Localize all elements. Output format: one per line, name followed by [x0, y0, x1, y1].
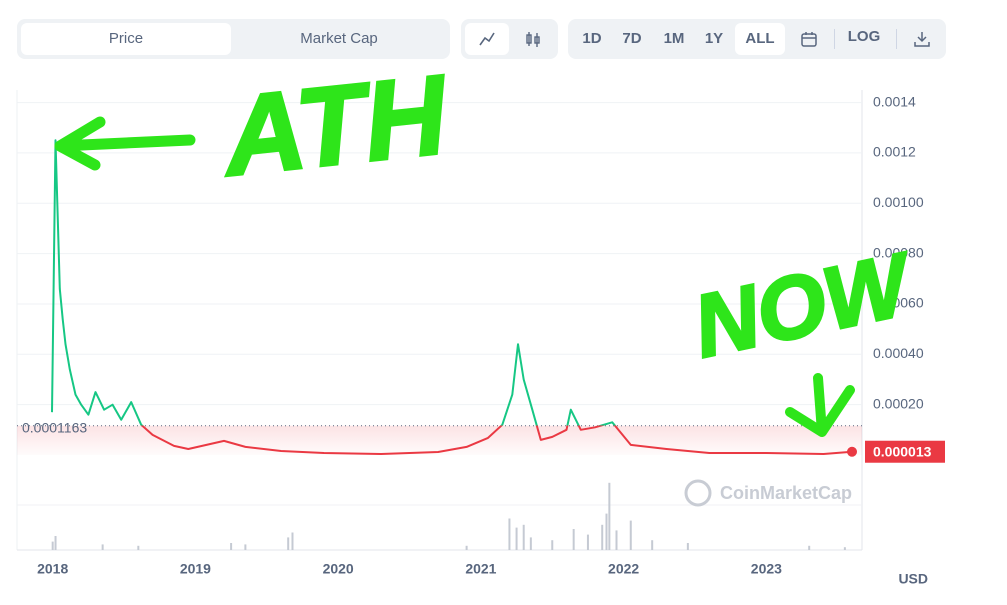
y-tick-label: 0.0014 — [873, 93, 916, 109]
y-tick-label: 0.0012 — [873, 144, 916, 160]
volume-bar — [615, 530, 618, 550]
volume-bar — [605, 513, 608, 550]
tab-group: Price Market Cap — [17, 19, 450, 59]
watermark: CoinMarketCap — [684, 479, 852, 507]
currency-label: USD — [898, 571, 928, 587]
current-price-label: 0.000013 — [873, 443, 932, 459]
volume-bar — [601, 524, 604, 550]
volume-bar — [843, 547, 846, 550]
volume-bar — [522, 524, 525, 550]
volume-bar — [515, 527, 518, 550]
calendar-icon — [801, 32, 817, 47]
volume-bar — [51, 541, 54, 550]
tab-market-cap[interactable]: Market Cap — [300, 30, 378, 47]
log-button[interactable]: LOG — [847, 28, 881, 45]
y-tick-label: 0.00040 — [873, 345, 924, 361]
volume-bar — [230, 543, 233, 550]
y-tick-label: 0.00060 — [873, 295, 924, 311]
below-baseline-fill — [17, 425, 862, 455]
x-tick-label: 2018 — [37, 561, 68, 577]
volume-bar — [686, 543, 689, 550]
x-tick-label: 2019 — [180, 561, 211, 577]
download-button[interactable] — [906, 23, 938, 55]
range-button[interactable]: 1Y — [704, 30, 724, 47]
price-line — [51, 139, 853, 455]
volume-bar — [465, 545, 468, 550]
calendar-button[interactable] — [794, 23, 824, 55]
x-tick-label: 2022 — [608, 561, 639, 577]
volume-bar — [244, 544, 247, 550]
x-tick-label: 2020 — [323, 561, 354, 577]
volume-bar — [137, 545, 140, 550]
volume-bar — [291, 532, 294, 550]
volume-bar — [54, 536, 57, 550]
x-tick-label: 2021 — [465, 561, 496, 577]
volume-bar — [629, 520, 632, 550]
volume-bar — [572, 529, 575, 550]
line-chart-button[interactable] — [465, 23, 509, 55]
volume-bar — [808, 545, 811, 550]
volume-bar — [586, 534, 589, 550]
volume-bar — [508, 518, 511, 550]
ath-arrow — [54, 116, 196, 171]
watermark-text: CoinMarketCap — [720, 483, 852, 503]
volume-bar — [551, 540, 554, 550]
baseline-label: 0.0001163 — [22, 419, 87, 435]
ath-annotation: ATH — [215, 52, 454, 200]
tab-price[interactable]: Price — [21, 23, 231, 55]
volume-bar — [651, 540, 654, 550]
separator — [896, 29, 897, 49]
y-tick-label: 0.00100 — [873, 194, 924, 210]
download-icon — [914, 32, 930, 47]
range-button[interactable]: 7D — [622, 30, 642, 47]
current-dot — [847, 446, 858, 457]
separator — [834, 29, 835, 49]
y-tick-label: 0.00080 — [873, 244, 924, 260]
current-price-badge — [865, 440, 945, 463]
range-button[interactable]: 1D — [582, 30, 602, 47]
range-button[interactable]: ALL — [735, 23, 785, 55]
range-group: 1D 7D 1M 1Y ALL LOG — [568, 19, 946, 59]
line-icon — [479, 32, 495, 46]
volume-bar — [287, 537, 290, 550]
y-tick-label: 0.00020 — [873, 395, 924, 411]
volume-bar — [101, 544, 104, 550]
now-arrow — [785, 373, 855, 437]
volume-bar — [529, 537, 532, 550]
volume-bar — [608, 482, 611, 550]
candle-icon — [526, 32, 540, 47]
candle-chart-button[interactable] — [511, 23, 555, 55]
range-button[interactable]: 1M — [663, 30, 685, 47]
chart-style-group — [461, 19, 558, 59]
x-tick-label: 2023 — [751, 561, 782, 577]
